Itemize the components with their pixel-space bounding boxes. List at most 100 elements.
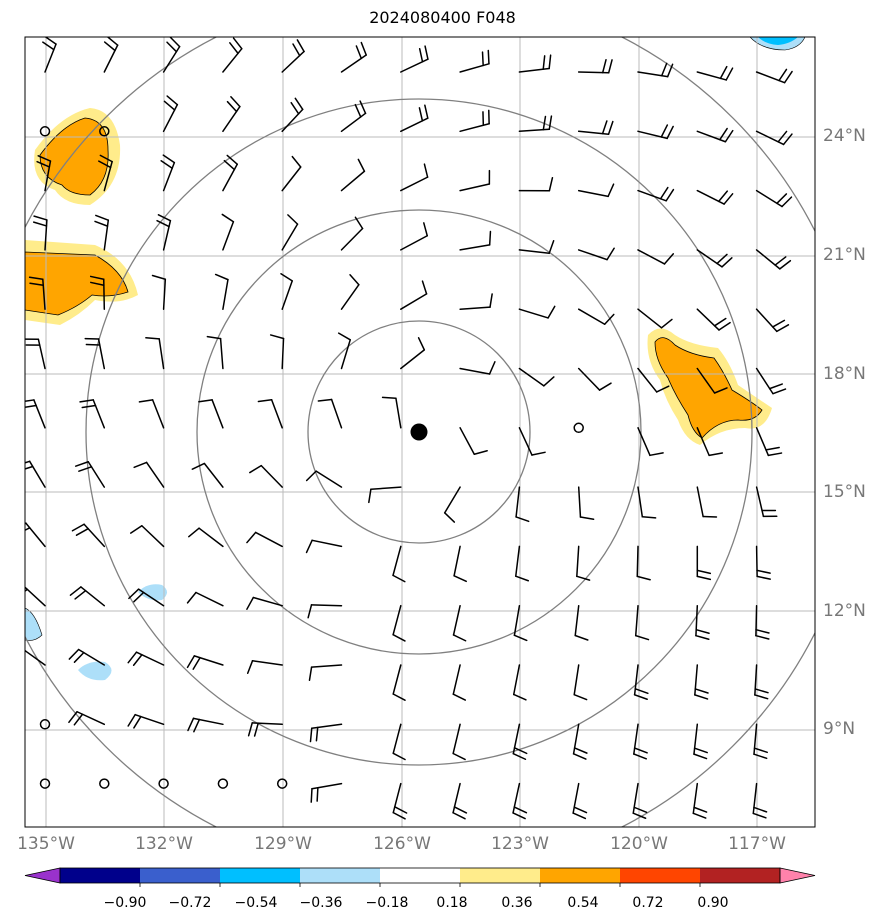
wind-barb [633, 664, 649, 701]
wind-barb [247, 722, 283, 737]
wind-barb [340, 274, 360, 310]
colorbar-segment [220, 868, 301, 883]
wind-barb [222, 37, 243, 73]
wind-barb [512, 664, 527, 701]
wind-barb [214, 273, 229, 310]
wind-barb [305, 539, 343, 554]
wind-barb [25, 460, 46, 488]
wind-barb [98, 154, 113, 192]
wind-barb [280, 273, 293, 310]
wind-barb [36, 155, 52, 192]
wind-barb [696, 308, 731, 331]
lat-label-24n: 24°N [823, 126, 866, 146]
wind-barb [459, 361, 496, 375]
wind-barb [694, 664, 709, 700]
wind-barb [452, 604, 467, 642]
wind-barb [693, 723, 708, 760]
wind-barb [310, 782, 343, 803]
wind-barb [453, 545, 467, 583]
negative-blob-west-1 [138, 584, 167, 601]
colorbar-segment [620, 868, 701, 883]
colorbar-tick-label: 0.36 [501, 895, 533, 911]
calm-wind-marker [99, 778, 110, 789]
wind-barb [755, 308, 790, 333]
negative-blob-northeast-core [758, 37, 798, 45]
wind-barb [577, 367, 612, 391]
wind-barb [637, 308, 673, 329]
wind-barb [637, 124, 674, 140]
wind-barb [129, 525, 165, 548]
wind-barb [577, 247, 615, 261]
colorbar-tick-label: 0.72 [632, 895, 664, 911]
wind-barb [636, 545, 651, 581]
wind-barb [309, 723, 343, 743]
wind-barb [42, 37, 57, 73]
colorbar-segment [140, 868, 221, 883]
wind-barb [577, 308, 615, 325]
wind-barb [305, 470, 343, 488]
wind-barb [755, 545, 771, 580]
wind-barb [459, 49, 490, 73]
wind-barb [281, 155, 302, 192]
wind-barb [281, 214, 299, 251]
wind-barb [28, 276, 46, 310]
colorbar-tick-label: −0.72 [168, 895, 212, 911]
wind-barb [162, 95, 179, 133]
colorbar-segment [300, 868, 381, 883]
wind-barb [340, 100, 367, 133]
negative-blob-west-3 [78, 661, 112, 681]
wind-barb [68, 648, 106, 666]
storm-center-marker [410, 423, 428, 441]
wind-barb [317, 398, 343, 429]
wind-barb [518, 427, 546, 456]
wind-barb [249, 464, 283, 488]
wind-barb [400, 280, 428, 310]
wind-barb [25, 649, 46, 666]
lat-label-12n: 12°N [823, 601, 866, 621]
wind-barb [755, 604, 770, 640]
lon-label-129w: 129°W [254, 834, 312, 854]
lon-label-135w: 135°W [17, 834, 75, 854]
calm-wind-marker [39, 778, 51, 789]
wind-barb [755, 130, 793, 146]
calm-wind-marker [276, 778, 288, 789]
wind-barb [25, 338, 46, 370]
wind-barb [133, 461, 165, 488]
graticule [25, 37, 815, 827]
wind-barb [696, 427, 724, 457]
wind-barb [518, 367, 555, 387]
range-ring-3 [85, 98, 753, 766]
wind-barb [573, 664, 588, 701]
map-title: 2024080400 F048 [369, 8, 516, 27]
wind-barb [459, 109, 490, 133]
wind-barb [755, 367, 787, 395]
wind-barb [337, 332, 351, 370]
wind-barb [577, 183, 615, 198]
wind-barb [577, 120, 614, 135]
wind-barbs [25, 37, 793, 820]
colorbar-frame [59, 867, 781, 884]
wind-barb [459, 293, 493, 310]
wind-barb [392, 664, 406, 701]
colorbar-tick-label: −0.90 [103, 895, 147, 911]
wind-barb [222, 95, 241, 133]
wind-barb [400, 45, 429, 73]
lon-label-132w: 132°W [135, 834, 193, 854]
wind-barb [755, 427, 783, 457]
wind-barb [392, 604, 406, 642]
wind-barb [696, 367, 728, 394]
wind-barb [696, 249, 733, 268]
wind-barb [572, 723, 588, 760]
wind-barb [127, 713, 165, 729]
wind-barb [753, 723, 768, 760]
wind-barb [696, 65, 734, 81]
wind-barb [400, 163, 429, 192]
lat-label-9n: 9°N [823, 719, 856, 739]
wind-barb [103, 37, 119, 73]
positive-blob-east-core [654, 337, 763, 439]
wind-barb [443, 486, 461, 523]
wind-barb [145, 337, 165, 370]
wind-barb [68, 710, 106, 726]
colorbar-extend-low [24, 867, 61, 884]
wind-barb [515, 545, 530, 582]
